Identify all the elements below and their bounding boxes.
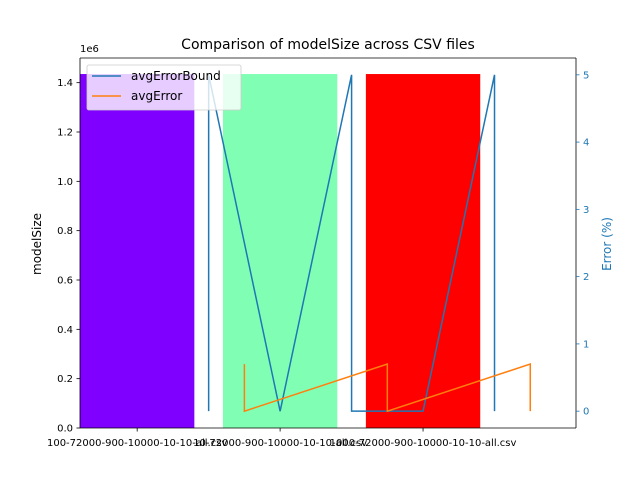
right-tick-label-1: 1 [583,339,589,350]
plot-frame [79,57,577,429]
left-axis-ticks: 0.0 0.2 0.4 0.6 0.8 1.0 1.2 1.4 [57,78,80,435]
left-tick-label-7: 1.4 [57,78,73,89]
left-axis-multiplier: 1e6 [80,44,99,55]
left-tick-label-4: 0.8 [57,226,73,237]
lines-group [207,74,532,413]
right-axis-label: Error (%) [600,217,614,271]
right-axis-ticks: 0 1 2 3 4 5 [576,70,589,418]
left-axis-label: modelSize [30,213,44,275]
x-tick-label-1: 10-72000-900-10000-10-10-all.csv [193,438,367,449]
chart-title: Comparison of modelSize across CSV files [181,37,475,53]
bar-2 [365,74,481,429]
bar-0 [80,74,195,429]
right-tick-label-4: 4 [583,138,589,149]
right-tick-label-5: 5 [583,70,589,81]
right-tick-label-3: 3 [583,205,589,216]
series-line-1 [243,363,532,413]
legend-label-0: avgErrorBound [131,69,221,83]
x-tick-label-2: 1000-72000-900-10000-10-10-all.csv [330,438,517,449]
left-tick-label-5: 1.0 [57,177,73,188]
x-axis-ticks: 100-72000-900-10000-10-10-all.csv10-7200… [47,428,517,449]
left-tick-label-2: 0.4 [57,325,73,336]
legend-box [86,64,242,111]
left-tick-label-3: 0.6 [57,276,73,287]
bars-group [80,74,481,429]
x-tick-label-0: 100-72000-900-10000-10-10-all.csv [47,438,227,449]
legend: avgErrorBound avgError [86,64,242,111]
legend-label-1: avgError [131,89,182,103]
series-line-0 [207,74,496,412]
left-tick-label-0: 0.0 [57,424,73,435]
right-tick-label-0: 0 [583,407,589,418]
right-tick-label-2: 2 [583,272,589,283]
bar-1 [222,74,338,429]
left-tick-label-1: 0.2 [57,374,73,385]
left-tick-label-6: 1.2 [57,128,73,139]
